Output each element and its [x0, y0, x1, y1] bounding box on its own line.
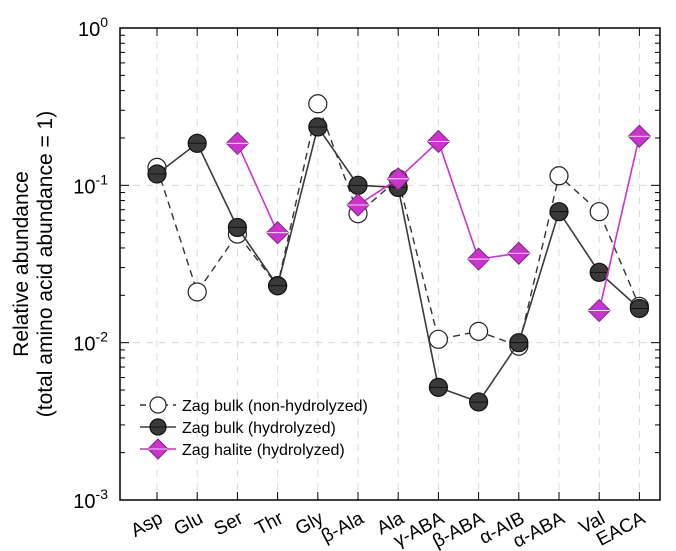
x-tick-label: Thr	[252, 508, 288, 540]
series-line	[236, 142, 279, 234]
y-axis-label-line1: Relative abundance	[10, 171, 33, 357]
grid-lines	[120, 28, 660, 500]
legend-entry: Zag bulk (hydrolyzed)	[140, 418, 336, 437]
y-tick-label: 100	[78, 14, 108, 41]
x-tick-label: Glu	[171, 508, 207, 540]
legend: Zag bulk (non-hydrolyzed) Zag bulk (hydro…	[140, 396, 368, 460]
x-tick-label: Ser	[211, 508, 248, 541]
y-tick-label: 10-2	[73, 329, 108, 356]
x-tick-label: β-Ala	[318, 508, 368, 548]
series	[225, 124, 652, 323]
data-point	[469, 321, 489, 341]
legend-entry: Zag halite (hydrolyzed)	[140, 438, 345, 460]
y-axis-label-line2: (total amino acid abundance = 1)	[34, 111, 57, 417]
legend-label: Zag halite (hydrolyzed)	[182, 442, 345, 459]
data-point	[549, 166, 569, 186]
legend-label: Zag bulk (hydrolyzed)	[182, 420, 336, 437]
data-point	[308, 94, 328, 114]
legend-entry: Zag bulk (non-hydrolyzed)	[140, 396, 368, 415]
data-point	[187, 282, 207, 302]
data-point	[149, 396, 167, 414]
legend-label: Zag bulk (non-hydrolyzed)	[182, 398, 368, 415]
x-tick-label: Asp	[128, 508, 167, 542]
data-point	[589, 202, 609, 222]
y-tick-label: 10-1	[73, 171, 108, 198]
series	[147, 117, 650, 412]
y-axis-label: Relative abundance (total amino acid abu…	[10, 111, 57, 417]
y-tick-label: 10-3	[73, 486, 108, 513]
series-layer	[147, 94, 652, 412]
series-line	[598, 136, 641, 311]
data-point	[428, 329, 448, 349]
plot-frame	[119, 27, 661, 501]
